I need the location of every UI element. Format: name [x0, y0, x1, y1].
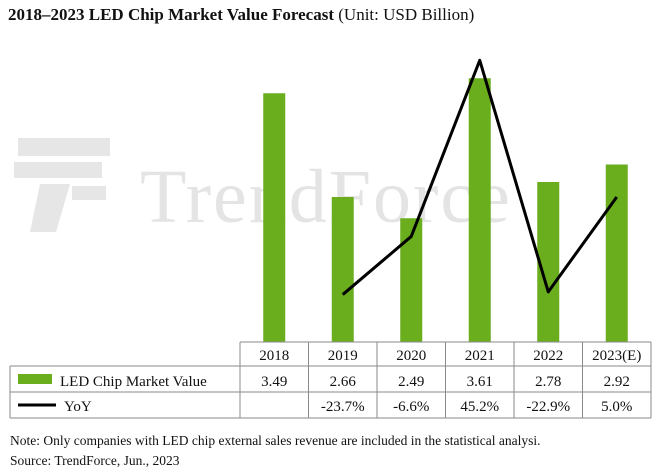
legend-bar-key: [18, 374, 52, 384]
category-label: 2023(E): [592, 348, 641, 364]
value-label: 2.49: [398, 374, 424, 390]
trendforce-watermark: TrendForce: [14, 138, 512, 239]
chart: TrendForce 2018 3.49 2019 2.66 -23.7% 2020 2.4…: [9, 58, 652, 419]
category-label: 2018: [259, 348, 289, 364]
value-label: 3.61: [467, 374, 493, 390]
footnote: Note: Only companies with LED chip exter…: [10, 433, 541, 448]
chart-title: 2018–2023 LED Chip Market Value Forecast…: [8, 5, 474, 25]
yoy-label: -6.6%: [393, 399, 429, 415]
yoy-label: 5.0%: [601, 399, 632, 415]
yoy-label: -23.7%: [321, 399, 365, 415]
category-label: 2022: [533, 348, 563, 364]
value-label: 2.66: [330, 374, 357, 390]
trendforce-logo-icon: [14, 138, 110, 232]
bar-2021: [468, 78, 491, 342]
bar-2018: [263, 93, 286, 342]
bar-2019: [331, 197, 354, 342]
category-label: 2021: [465, 348, 495, 364]
bar-2022: [537, 182, 560, 342]
yoy-label: -22.9%: [526, 399, 570, 415]
value-label: 3.49: [261, 374, 287, 390]
bar-2020: [400, 218, 423, 342]
source-note: Source: TrendForce, Jun., 2023: [10, 453, 180, 468]
category-label: 2020: [396, 348, 426, 364]
value-label: 2.92: [604, 374, 630, 390]
watermark-text: TrendForce: [140, 155, 512, 239]
bar-series: [263, 78, 628, 342]
legend-line-name: YoY: [64, 399, 92, 415]
chart-title-main: 2018–2023 LED Chip Market Value Forecast: [8, 5, 334, 24]
chart-title-unit: (Unit: USD Billion): [338, 5, 475, 24]
data-table: 2018 3.49 2019 2.66 -23.7% 2020 2.49 -6.6% 2021 3…: [9, 341, 652, 419]
yoy-label: 45.2%: [460, 399, 499, 415]
bar-2023(E): [605, 164, 628, 342]
category-label: 2019: [328, 348, 358, 364]
value-label: 2.78: [535, 374, 561, 390]
yoy-line: [341, 58, 618, 296]
legend-bar-name: LED Chip Market Value: [60, 374, 207, 390]
